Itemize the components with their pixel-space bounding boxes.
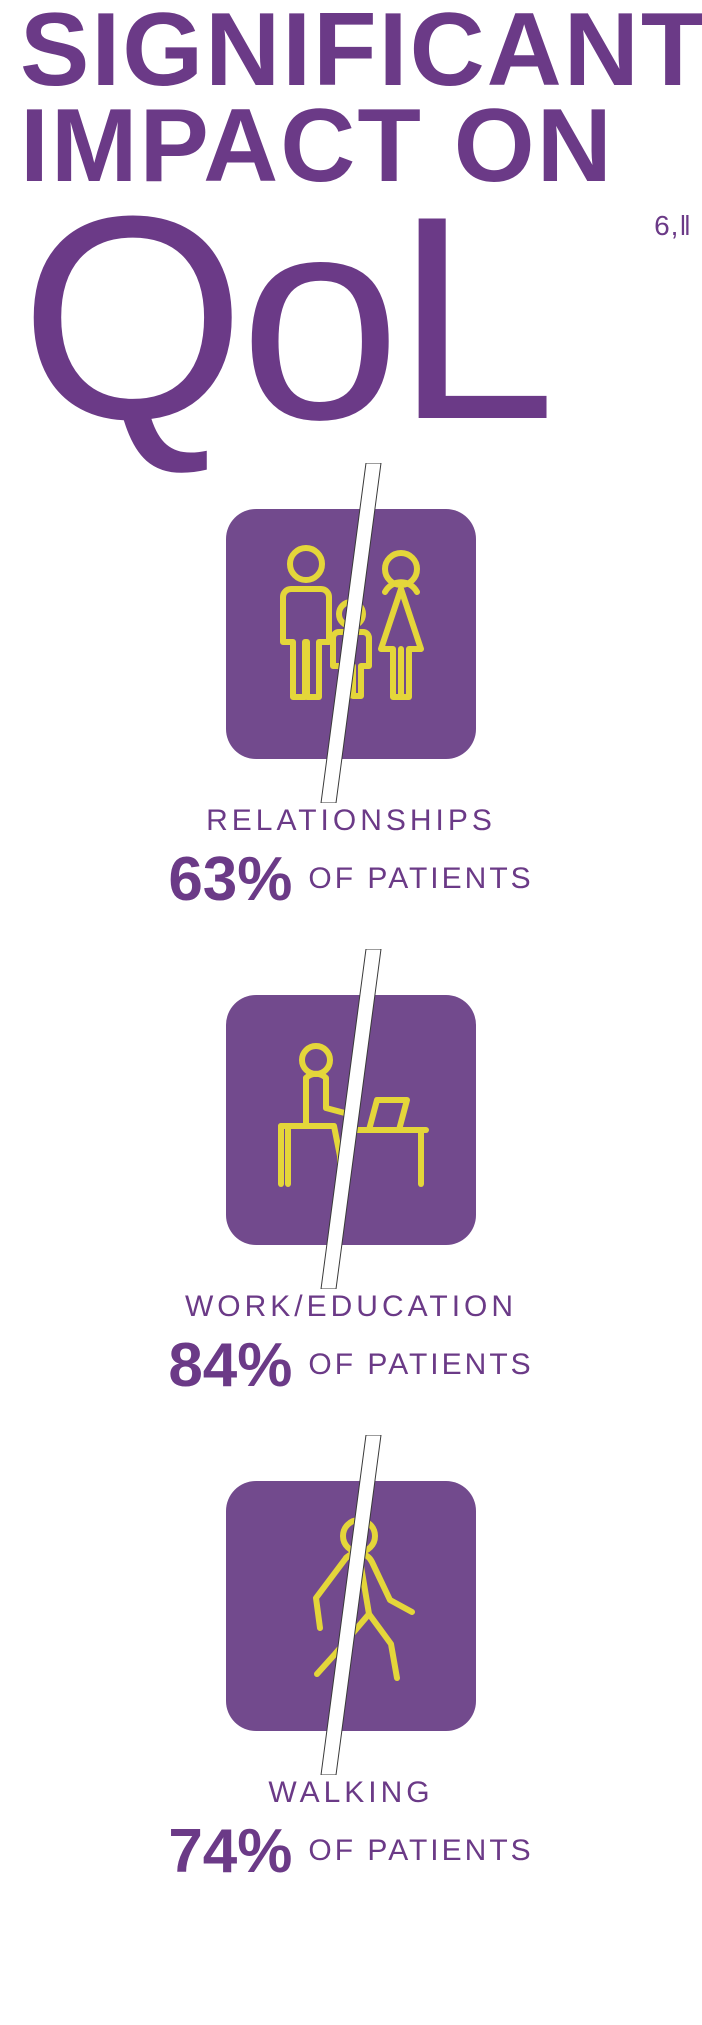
icon-wrap [216,985,486,1255]
title-superscript: 6,‖ [654,210,692,242]
qol-item-desk: WORK/EDUCATION 84% OF PATIENTS [20,985,682,1401]
icon-wrap [216,1471,486,1741]
item-percent: 63% [168,844,292,915]
qol-item-family: RELATIONSHIPS 63% OF PATIENTS [20,499,682,915]
item-label: WORK/EDUCATION [185,1290,517,1324]
item-suffix: OF PATIENTS [308,1348,533,1382]
items-container: RELATIONSHIPS 63% OF PATIENTS [20,499,682,1887]
qol-item-walking: WALKING 74% OF PATIENTS [20,1471,682,1887]
desk-icon [226,995,476,1245]
family-icon [226,509,476,759]
item-label: WALKING [268,1776,433,1810]
icon-wrap [216,499,486,769]
stat-row: 84% OF PATIENTS [168,1330,533,1401]
item-percent: 84% [168,1330,292,1401]
item-label: RELATIONSHIPS [206,804,496,838]
title-line-1: SIGNIFICANT [20,0,682,102]
title-block: SIGNIFICANT IMPACT ON QoL 6,‖ [20,0,682,449]
walking-icon [226,1481,476,1731]
item-percent: 74% [168,1816,292,1887]
stat-row: 74% OF PATIENTS [168,1816,533,1887]
item-suffix: OF PATIENTS [308,1834,533,1868]
item-suffix: OF PATIENTS [308,862,533,896]
title-qol: QoL [20,188,682,449]
stat-row: 63% OF PATIENTS [168,844,533,915]
